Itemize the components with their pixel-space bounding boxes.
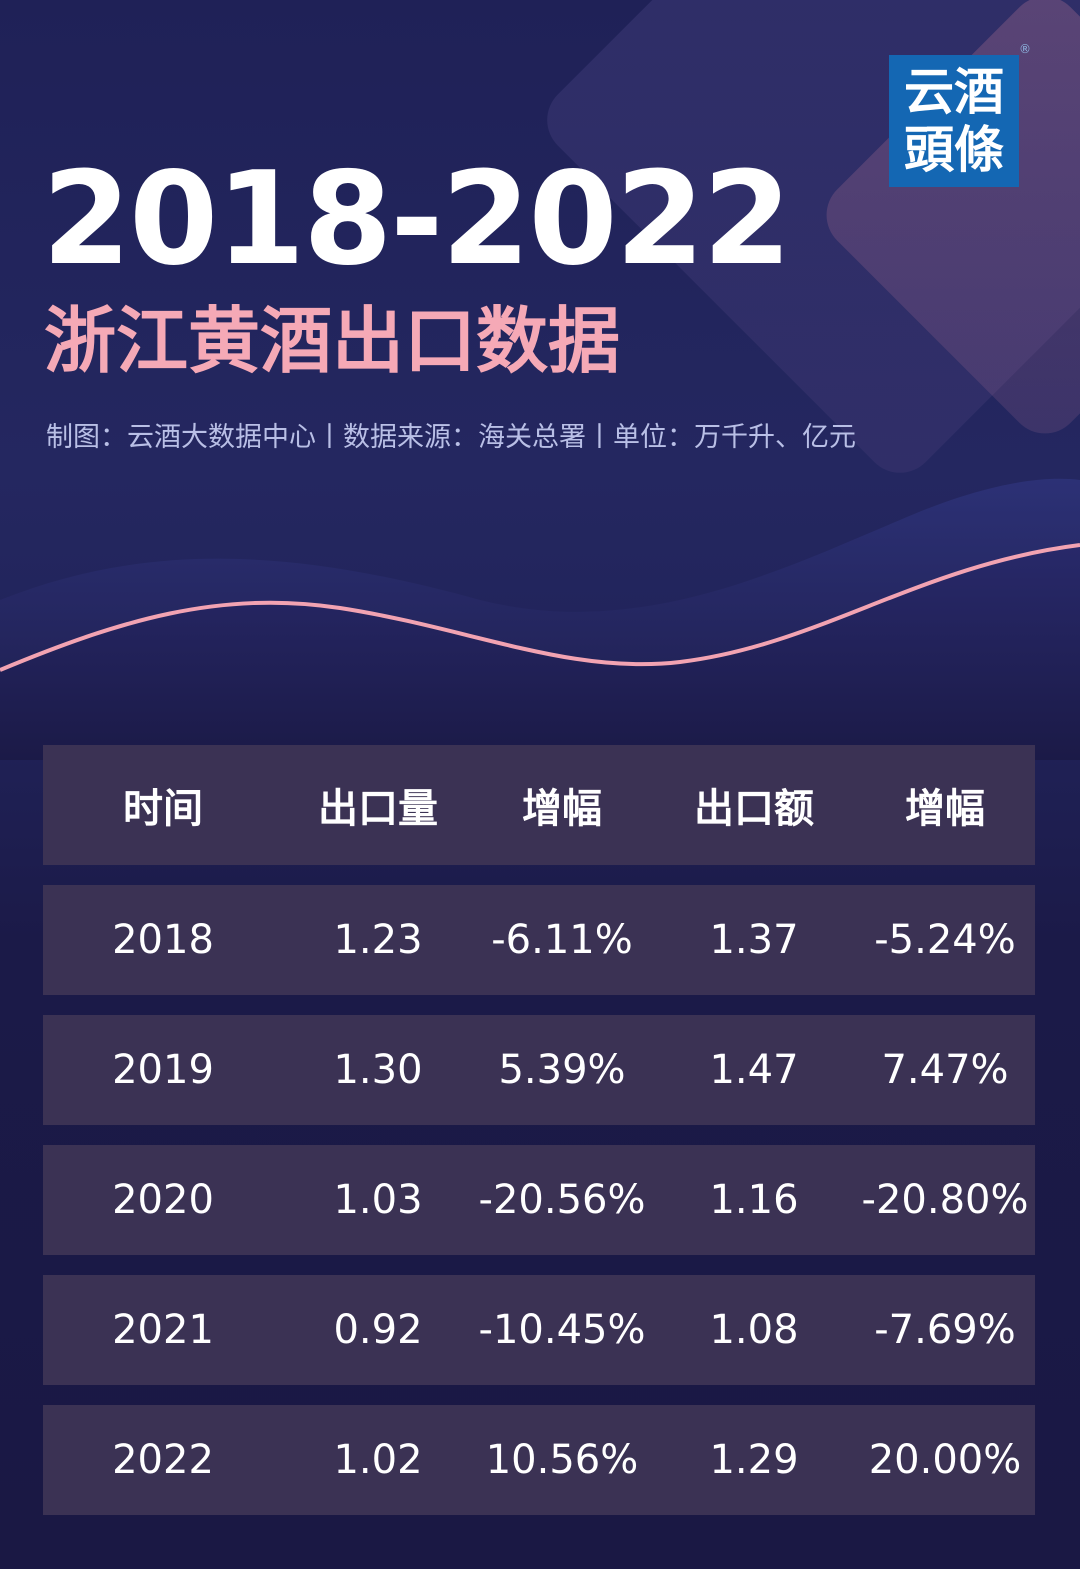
subtitle-source: 制图：云酒大数据中心丨数据来源：海关总署丨单位：万千升、亿元: [46, 422, 856, 453]
page-title: 浙江黄酒出口数据: [44, 299, 621, 383]
wave-pink-line: [0, 543, 1080, 672]
table-cell-volume: 1.03: [333, 1177, 423, 1223]
table-cell-year: 2018: [112, 917, 214, 963]
table-cell-value: 1.16: [709, 1177, 799, 1223]
table-cell-year: 2022: [112, 1437, 214, 1483]
header-cell-value-growth: 增幅: [905, 786, 985, 832]
logo-text-line1: 云酒: [904, 62, 1004, 121]
table-cell-year: 2021: [112, 1307, 214, 1353]
table-cell-volume: 1.02: [333, 1437, 423, 1483]
table-cell-value-growth: -7.69%: [874, 1307, 1016, 1353]
table-cell-value: 1.47: [709, 1047, 799, 1093]
brand-logo: 云酒 頭條: [889, 55, 1019, 187]
title-years: 2018-2022: [42, 145, 792, 294]
table-cell-volume-growth: -10.45%: [478, 1307, 646, 1353]
header-cell-volume: 出口量: [318, 786, 438, 832]
table-cell-value-growth: -5.24%: [874, 917, 1016, 963]
table-cell-volume: 0.92: [333, 1307, 423, 1353]
registered-mark: ®: [1019, 42, 1031, 56]
data-table: 时间 出口量 增幅 出口额 增幅 2018 1.23 -6.11% 1.37 -…: [43, 745, 1035, 1535]
table-cell-value: 1.37: [709, 917, 799, 963]
table-cell-volume-growth: 10.56%: [485, 1437, 639, 1483]
table-cell-volume-growth: -20.56%: [478, 1177, 646, 1223]
table-cell-year: 2019: [112, 1047, 214, 1093]
table-cell-volume-growth: 5.39%: [498, 1047, 626, 1093]
table-cell-year: 2020: [112, 1177, 214, 1223]
table-row: 2021 0.92 -10.45% 1.08 -7.69%: [43, 1275, 1035, 1385]
header-cell-time: 时间: [123, 786, 203, 832]
table-row: 2020 1.03 -20.56% 1.16 -20.80%: [43, 1145, 1035, 1255]
table-cell-value-growth: -20.80%: [861, 1177, 1029, 1223]
table-row: 2022 1.02 10.56% 1.29 20.00%: [43, 1405, 1035, 1515]
table-row: 2018 1.23 -6.11% 1.37 -5.24%: [43, 885, 1035, 995]
table-cell-value: 1.08: [709, 1307, 799, 1353]
decor-waves: [0, 478, 1080, 760]
logo-text-line2: 頭條: [904, 120, 1004, 179]
table-cell-volume: 1.23: [333, 917, 423, 963]
table-cell-value-growth: 20.00%: [868, 1437, 1022, 1483]
table-cell-volume-growth: -6.11%: [491, 917, 633, 963]
header-cell-volume-growth: 增幅: [522, 786, 602, 832]
table-cell-value: 1.29: [709, 1437, 799, 1483]
table-header-row: 时间 出口量 增幅 出口额 增幅: [43, 745, 1035, 865]
table-row: 2019 1.30 5.39% 1.47 7.47%: [43, 1015, 1035, 1125]
table-cell-value-growth: 7.47%: [881, 1047, 1009, 1093]
header-cell-value: 出口额: [694, 786, 814, 832]
table-cell-volume: 1.30: [333, 1047, 423, 1093]
